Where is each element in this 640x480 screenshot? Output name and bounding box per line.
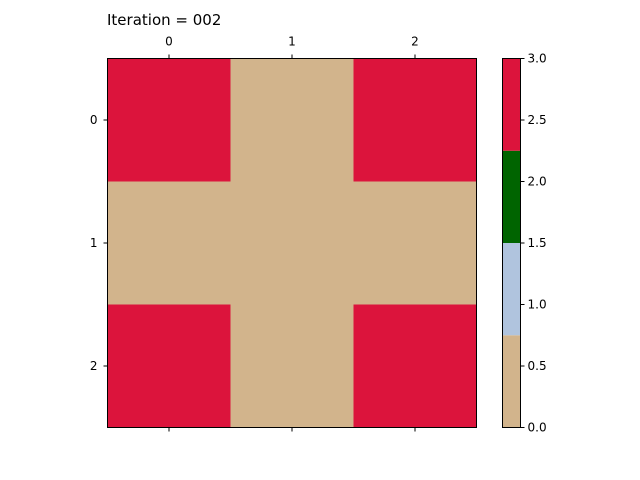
colorbar-band [502, 243, 521, 336]
colorbar-tick-label: 0.0 [528, 421, 547, 435]
heatmap-cell [107, 181, 231, 305]
heatmap-cell [107, 58, 231, 182]
y-axis: 0 1 2 [90, 113, 108, 373]
colorbar: 0.0 0.5 1.0 1.5 2.0 2.5 3.0 [502, 52, 547, 435]
heatmap-cell [230, 181, 354, 305]
x-axis: 0 1 2 [165, 35, 419, 432]
heatmap-cell [353, 181, 477, 305]
colorbar-tick-label: 2.0 [528, 175, 547, 189]
colorbar-tick-label: 0.5 [528, 359, 547, 373]
heatmap-cells [107, 58, 477, 428]
heatmap-cell [353, 58, 477, 182]
colorbar-band [502, 150, 521, 243]
heatmap-cell [230, 58, 354, 182]
y-tick-label: 1 [90, 236, 98, 250]
colorbar-tick-label: 2.5 [528, 113, 547, 127]
colorbar-tick-label: 1.0 [528, 298, 547, 312]
chart-title: Iteration = 002 [107, 11, 221, 29]
heatmap-cell [230, 304, 354, 428]
heatmap-cell [107, 304, 231, 428]
colorbar-tick-label: 3.0 [528, 52, 547, 66]
colorbar-band [502, 335, 521, 428]
colorbar-band [502, 58, 521, 151]
heatmap-cell [353, 304, 477, 428]
x-tick-label: 1 [288, 35, 296, 49]
x-tick-label: 0 [165, 35, 173, 49]
x-tick-label: 2 [411, 35, 419, 49]
y-tick-label: 0 [90, 113, 98, 127]
colorbar-tick-label: 1.5 [528, 236, 547, 250]
y-tick-label: 2 [90, 359, 98, 373]
